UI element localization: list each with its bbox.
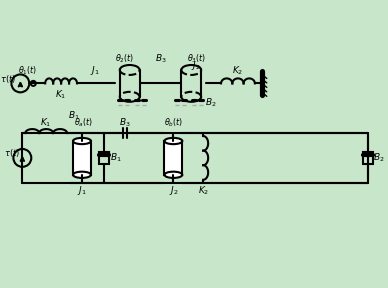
Circle shape [31, 81, 36, 86]
Ellipse shape [73, 172, 91, 178]
Text: $B_2$: $B_2$ [373, 152, 385, 164]
Bar [363, 152, 373, 164]
Text: $\theta_b(t)$: $\theta_b(t)$ [164, 117, 183, 129]
Text: $K_2$: $K_2$ [197, 184, 209, 197]
Text: $K_1$: $K_1$ [40, 117, 52, 129]
Bar [99, 152, 109, 164]
Text: $\tau(t)$: $\tau(t)$ [0, 73, 17, 86]
Text: $J_1$: $J_1$ [77, 184, 87, 197]
Text: $B_3$: $B_3$ [119, 117, 130, 129]
Text: $B_3$: $B_3$ [155, 52, 166, 65]
Text: $\theta_1(t)$: $\theta_1(t)$ [17, 64, 37, 77]
Text: $\theta_2(t)$: $\theta_2(t)$ [115, 52, 134, 65]
Ellipse shape [165, 138, 182, 144]
Text: $K_2$: $K_2$ [232, 64, 244, 77]
Text: $B_1$: $B_1$ [68, 110, 80, 122]
Text: $J_1$: $J_1$ [90, 64, 100, 77]
Text: $\theta_a(t)$: $\theta_a(t)$ [74, 117, 94, 129]
Text: $K_1$: $K_1$ [55, 88, 67, 101]
Ellipse shape [73, 138, 91, 144]
Text: $\tau(t)$: $\tau(t)$ [4, 147, 21, 159]
Text: $\theta_3(t)$: $\theta_3(t)$ [187, 52, 206, 65]
Text: $B_2$: $B_2$ [205, 96, 217, 109]
Text: $J_2$: $J_2$ [191, 59, 201, 72]
Text: $B_1$: $B_1$ [110, 152, 121, 164]
Bar [73, 141, 91, 175]
Bar [165, 141, 182, 175]
Ellipse shape [165, 172, 182, 178]
Text: $J_2$: $J_2$ [169, 184, 178, 197]
